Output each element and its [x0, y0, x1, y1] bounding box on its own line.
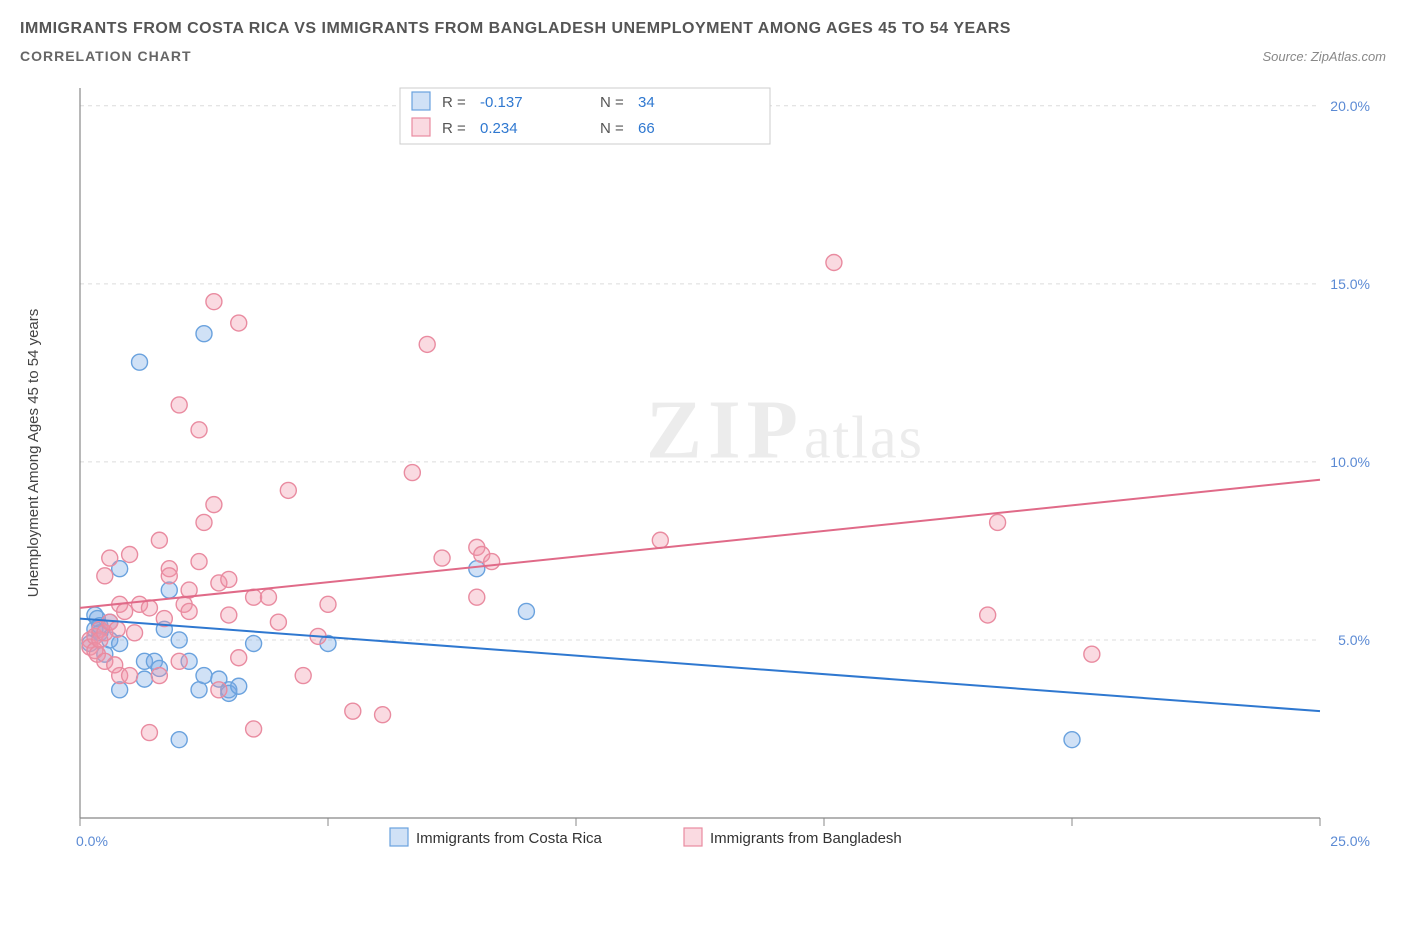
scatter-point — [419, 336, 435, 352]
scatter-point — [151, 532, 167, 548]
correlation-chart: 5.0% 10.0% 15.0% 20.0% 0.0% 25.0% Unemployment… — [20, 78, 1386, 878]
legend-swatch — [390, 828, 408, 846]
legend-n-label: N = — [600, 94, 624, 111]
legend-swatch — [412, 92, 430, 110]
scatter-point — [246, 636, 262, 652]
y-tick-label: 15.0% — [1330, 276, 1370, 292]
scatter-point — [280, 482, 296, 498]
scatter-point — [112, 636, 128, 652]
legend-series-label: Immigrants from Costa Rica — [416, 830, 603, 847]
legend-n-label: N = — [600, 120, 624, 137]
scatter-point — [109, 621, 125, 637]
scatter-point — [246, 589, 262, 605]
scatter-point — [117, 603, 133, 619]
scatter-point — [191, 422, 207, 438]
scatter-point — [161, 568, 177, 584]
legend-r-label: R = — [442, 94, 466, 111]
scatter-point — [181, 603, 197, 619]
scatter-point — [132, 354, 148, 370]
scatter-point — [652, 532, 668, 548]
scatter-point — [122, 668, 138, 684]
scatter-point — [484, 554, 500, 570]
scatter-point — [434, 550, 450, 566]
scatter-point — [246, 721, 262, 737]
scatter-point — [270, 614, 286, 630]
scatter-point — [171, 632, 187, 648]
scatter-point — [171, 732, 187, 748]
x-tick-label: 0.0% — [76, 833, 108, 849]
scatter-point — [206, 294, 222, 310]
scatter-point — [404, 465, 420, 481]
scatter-point — [295, 668, 311, 684]
trend-line — [80, 619, 1320, 712]
scatter-point — [196, 514, 212, 530]
scatter-point — [320, 596, 336, 612]
legend-r-label: R = — [442, 120, 466, 137]
scatter-point — [375, 707, 391, 723]
scatter-point — [980, 607, 996, 623]
scatter-point — [231, 678, 247, 694]
legend-swatch — [412, 118, 430, 136]
scatter-point — [206, 497, 222, 513]
scatter-point — [469, 589, 485, 605]
chart-subtitle: CORRELATION CHART — [20, 48, 192, 64]
y-tick-label: 10.0% — [1330, 454, 1370, 470]
source-credit: Source: ZipAtlas.com — [1262, 49, 1386, 64]
legend-n-value: 34 — [638, 94, 655, 111]
scatter-point — [990, 514, 1006, 530]
legend-n-value: 66 — [638, 120, 655, 137]
scatter-point — [141, 725, 157, 741]
scatter-point — [221, 607, 237, 623]
scatter-point — [97, 568, 113, 584]
scatter-point — [171, 397, 187, 413]
scatter-point — [102, 550, 118, 566]
x-tick-label: 25.0% — [1330, 833, 1370, 849]
trend-line — [80, 480, 1320, 608]
scatter-point — [260, 589, 276, 605]
scatter-point — [1084, 646, 1100, 662]
scatter-point — [231, 315, 247, 331]
legend-r-value: -0.137 — [480, 94, 523, 111]
scatter-point — [191, 554, 207, 570]
scatter-point — [221, 571, 237, 587]
scatter-point — [518, 603, 534, 619]
scatter-point — [196, 326, 212, 342]
scatter-point — [345, 703, 361, 719]
scatter-point — [231, 650, 247, 666]
scatter-point — [151, 668, 167, 684]
scatter-point — [196, 668, 212, 684]
scatter-point — [171, 653, 187, 669]
legend-series-label: Immigrants from Bangladesh — [710, 830, 902, 847]
scatter-point — [826, 254, 842, 270]
page-title: IMMIGRANTS FROM COSTA RICA VS IMMIGRANTS… — [20, 20, 1386, 38]
scatter-point — [136, 671, 152, 687]
y-tick-label: 20.0% — [1330, 98, 1370, 114]
legend-swatch — [684, 828, 702, 846]
scatter-point — [122, 546, 138, 562]
legend-r-value: 0.234 — [480, 120, 518, 137]
y-tick-label: 5.0% — [1338, 632, 1370, 648]
scatter-point — [127, 625, 143, 641]
y-axis-title: Unemployment Among Ages 45 to 54 years — [25, 309, 42, 598]
scatter-point — [211, 682, 227, 698]
scatter-point — [1064, 732, 1080, 748]
